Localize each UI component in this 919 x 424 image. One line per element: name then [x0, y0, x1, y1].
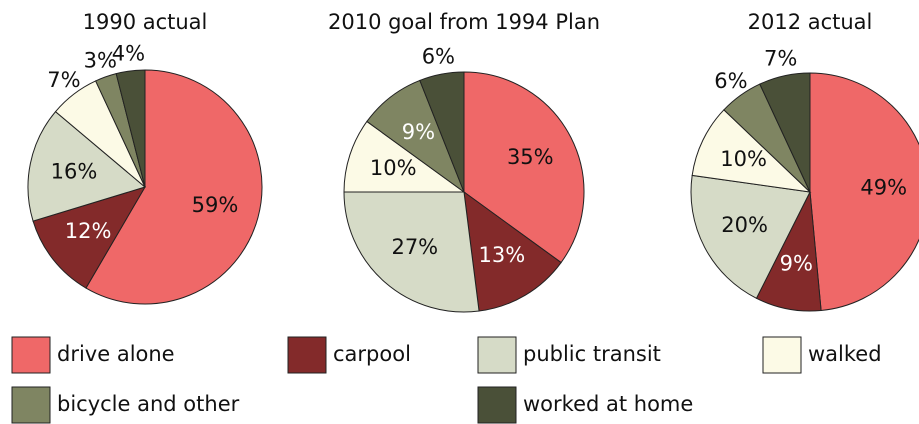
data-label: 6% [422, 45, 455, 69]
legend-label: drive alone [57, 342, 175, 366]
data-label: 27% [391, 235, 438, 259]
data-label: 3% [84, 48, 117, 72]
legend-swatch [477, 386, 517, 424]
data-label: 16% [51, 159, 98, 183]
legend-swatch [477, 336, 517, 374]
data-label: 12% [65, 219, 112, 243]
pie-slice [759, 72, 811, 193]
pie-slice [463, 71, 585, 264]
pie-slice [27, 110, 147, 222]
pie-slice [85, 69, 263, 305]
legend-label: carpool [333, 342, 411, 366]
pie-slice [463, 190, 562, 312]
data-label: 9% [402, 120, 435, 144]
pie-slice [419, 71, 465, 193]
data-label: 20% [721, 213, 768, 237]
legend-label: bicycle and other [57, 392, 240, 416]
pie-slice [32, 186, 147, 289]
pie-slice [809, 72, 919, 312]
data-label: 4% [112, 42, 145, 66]
data-label: 49% [860, 176, 907, 200]
data-label: 6% [714, 69, 747, 93]
legend-swatch [11, 386, 51, 424]
pie-slice [343, 120, 466, 193]
legend-label: public transit [523, 342, 661, 366]
pie-slice [690, 174, 811, 299]
pie-slice [115, 69, 146, 188]
chart-title: 2012 actual [748, 10, 873, 34]
pie-slice [343, 191, 480, 313]
data-label: 10% [720, 147, 767, 171]
chart-title: 1990 actual [83, 10, 208, 34]
data-label: 35% [507, 145, 554, 169]
data-label: 10% [370, 156, 417, 180]
data-label: 7% [47, 68, 80, 92]
chart-title: 2010 goal from 1994 Plan [328, 10, 600, 34]
data-label: 13% [479, 243, 526, 267]
data-label: 9% [780, 251, 813, 275]
pie-slice [691, 109, 812, 193]
data-label: 59% [192, 193, 239, 217]
legend-swatch [762, 336, 802, 374]
legend-label: worked at home [523, 392, 693, 416]
legend-swatch [11, 336, 51, 374]
legend-label: walked [808, 342, 882, 366]
data-label: 7% [764, 47, 797, 71]
legend-swatch [287, 336, 327, 374]
